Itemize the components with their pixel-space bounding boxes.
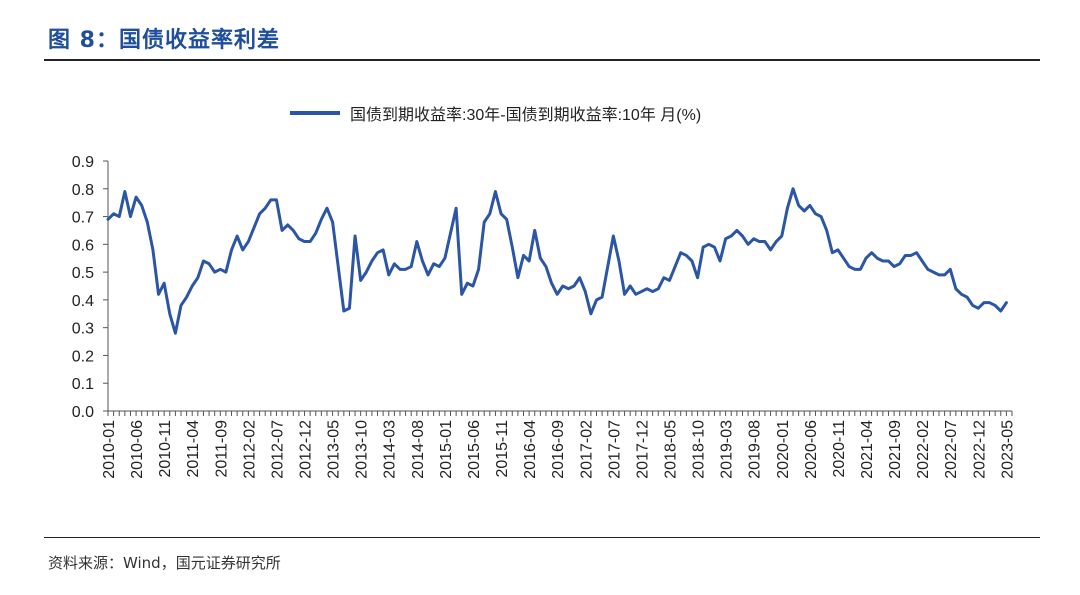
x-tick-label: 2020-11 (831, 420, 848, 478)
x-tick-label: 2021-04 (859, 420, 876, 479)
x-tick-label: 2014-08 (410, 420, 427, 479)
x-tick-label: 2012-07 (269, 420, 286, 479)
y-tick-label: 0.5 (72, 265, 94, 282)
y-tick-label: 0.4 (72, 293, 94, 310)
y-tick-label: 0.8 (72, 182, 94, 199)
x-tick-label: 2021-09 (887, 420, 904, 479)
x-tick-label: 2016-04 (522, 420, 539, 479)
x-tick-label: 2015-06 (466, 420, 483, 479)
x-tick-label: 2017-12 (634, 420, 651, 479)
yield-spread-chart: 国债到期收益率:30年-国债到期收益率:10年 月(%) 0.00.10.20.… (72, 106, 1017, 479)
x-tick-label: 2020-01 (775, 420, 792, 479)
legend-label: 国债到期收益率:30年-国债到期收益率:10年 月(%) (350, 106, 701, 124)
x-tick-label: 2010-06 (129, 420, 146, 479)
y-tick-label: 0.2 (72, 348, 94, 365)
y-tick-label: 0.0 (72, 404, 94, 421)
y-axis: 0.0 0.1 0.2 0.3 0.4 0.5 0.6 0.7 0.8 0.9 (72, 154, 109, 421)
x-tick-label: 2019-08 (747, 420, 764, 479)
legend: 国债到期收益率:30年-国债到期收益率:10年 月(%) (290, 106, 701, 124)
bottom-rule (44, 537, 1040, 538)
y-tick-label: 0.3 (72, 321, 94, 338)
y-tick-label: 0.6 (72, 237, 94, 254)
x-tick-label: 2010-01 (101, 420, 118, 479)
x-tick-label: 2023-05 (999, 420, 1016, 479)
x-axis: 2010-01 2010-06 2010-11 2011-04 2011-09 2012-… (101, 410, 1016, 479)
x-tick-label: 2015-01 (438, 420, 455, 479)
x-tick-label: 2011-09 (213, 420, 230, 478)
x-tick-label: 2018-05 (662, 420, 679, 479)
x-tick-label: 2013-10 (354, 420, 371, 479)
x-tick-label: 2022-07 (943, 420, 960, 479)
x-tick-label: 2022-02 (915, 420, 932, 479)
x-tick-label: 2016-09 (550, 420, 567, 479)
figure-title: 图 8：国债收益率利差 (48, 28, 280, 53)
y-tick-label: 0.1 (72, 376, 94, 393)
x-tick-label: 2022-12 (971, 420, 988, 479)
x-tick-label: 2015-11 (494, 420, 511, 478)
x-tick-label: 2010-11 (157, 420, 174, 478)
top-rule (44, 59, 1040, 61)
y-tick-label: 0.7 (72, 210, 94, 227)
x-tick-label: 2017-07 (606, 420, 623, 479)
x-tick-label: 2013-05 (326, 420, 343, 479)
series-line (106, 187, 1008, 335)
y-tick-label: 0.9 (72, 154, 94, 171)
x-tick-label: 2017-02 (578, 420, 595, 479)
x-tick-label: 2019-03 (719, 420, 736, 479)
x-tick-label: 2011-04 (185, 420, 202, 478)
x-tick-label: 2018-10 (691, 420, 708, 479)
source-note: 资料来源：Wind，国元证券研究所 (48, 554, 281, 572)
x-tick-label: 2020-06 (803, 420, 820, 479)
x-tick-label: 2014-03 (382, 420, 399, 479)
x-tick-label: 2012-12 (298, 420, 315, 479)
x-tick-label: 2012-02 (241, 420, 258, 479)
